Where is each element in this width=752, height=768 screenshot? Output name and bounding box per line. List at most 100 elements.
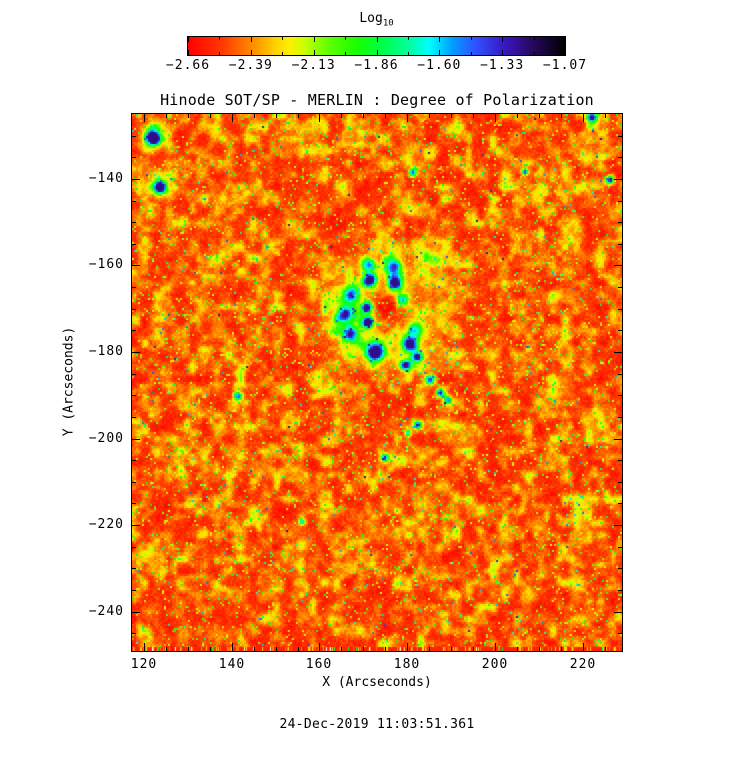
x-tick-label: 160 — [305, 657, 333, 672]
colorbar-tick — [377, 50, 378, 55]
colorbar-tick — [314, 50, 315, 55]
x-major-tick — [583, 643, 584, 651]
y-minor-tick — [618, 503, 622, 504]
x-minor-tick — [341, 647, 342, 651]
colorbar-gradient — [188, 37, 565, 55]
y-major-tick — [132, 612, 140, 613]
y-major-tick — [132, 525, 140, 526]
y-major-tick — [614, 612, 622, 613]
x-minor-tick — [539, 647, 540, 651]
colorbar-tick — [251, 50, 252, 55]
y-major-tick — [614, 439, 622, 440]
y-minor-tick — [618, 222, 622, 223]
colorbar-tick — [502, 37, 503, 42]
colorbar-title: Log10 — [188, 11, 565, 29]
timestamp: 24-Dec-2019 11:03:51.361 — [279, 717, 475, 732]
x-minor-tick — [473, 114, 474, 118]
x-minor-tick — [429, 647, 430, 651]
colorbar-tick — [188, 50, 189, 55]
y-major-tick — [614, 352, 622, 353]
y-minor-tick — [132, 633, 136, 634]
x-major-tick — [495, 114, 496, 122]
x-minor-tick — [605, 647, 606, 651]
y-minor-tick — [618, 460, 622, 461]
x-minor-tick — [254, 114, 255, 118]
x-minor-tick — [298, 114, 299, 118]
y-minor-tick — [132, 547, 136, 548]
x-major-tick — [495, 643, 496, 651]
colorbar-tick — [282, 52, 283, 55]
x-minor-tick — [451, 114, 452, 118]
x-major-tick — [144, 114, 145, 122]
colorbar-tick — [534, 37, 535, 40]
colorbar-tick-label: −1.86 — [354, 58, 399, 73]
x-major-tick — [144, 643, 145, 651]
x-minor-tick — [429, 114, 430, 118]
colorbar-tick — [471, 52, 472, 55]
x-minor-tick — [341, 114, 342, 118]
colorbar-tick — [345, 52, 346, 55]
y-tick-label: −160 — [88, 257, 124, 272]
y-minor-tick — [618, 244, 622, 245]
y-tick-label: −220 — [88, 517, 124, 532]
y-minor-tick — [132, 503, 136, 504]
y-minor-tick — [618, 590, 622, 591]
x-minor-tick — [363, 114, 364, 118]
x-minor-tick — [451, 647, 452, 651]
colorbar-tick — [219, 37, 220, 40]
colorbar-tick — [345, 37, 346, 40]
y-axis-label: Y (Arcseconds) — [61, 326, 77, 437]
y-minor-tick — [618, 309, 622, 310]
colorbar-tick-label: −1.33 — [480, 58, 525, 73]
colorbar-tick — [439, 37, 440, 42]
x-minor-tick — [210, 647, 211, 651]
colorbar-title-subscript: 10 — [382, 18, 394, 29]
x-major-tick — [232, 643, 233, 651]
x-minor-tick — [276, 114, 277, 118]
colorbar-tick — [314, 37, 315, 42]
y-minor-tick — [132, 374, 136, 375]
y-major-tick — [132, 439, 140, 440]
y-major-tick — [132, 179, 140, 180]
colorbar-tick — [377, 37, 378, 42]
colorbar-tick — [219, 52, 220, 55]
colorbar-tick — [251, 37, 252, 42]
y-minor-tick — [618, 417, 622, 418]
y-minor-tick — [618, 330, 622, 331]
x-tick-label: 220 — [569, 657, 597, 672]
y-minor-tick — [132, 482, 136, 483]
colorbar-tick — [439, 50, 440, 55]
y-minor-tick — [132, 309, 136, 310]
y-minor-tick — [132, 568, 136, 569]
y-minor-tick — [618, 547, 622, 548]
x-tick-label: 200 — [481, 657, 509, 672]
x-minor-tick — [298, 647, 299, 651]
colorbar-tick — [188, 37, 189, 42]
x-axis-label: X (Arcseconds) — [322, 675, 432, 690]
x-minor-tick — [605, 114, 606, 118]
x-minor-tick — [385, 114, 386, 118]
heatmap-canvas — [132, 114, 622, 651]
y-minor-tick — [132, 287, 136, 288]
y-minor-tick — [132, 395, 136, 396]
x-minor-tick — [517, 114, 518, 118]
y-tick-label: −200 — [88, 431, 124, 446]
y-minor-tick — [132, 201, 136, 202]
y-minor-tick — [618, 395, 622, 396]
x-minor-tick — [166, 114, 167, 118]
colorbar-tick-label: −1.60 — [417, 58, 462, 73]
x-major-tick — [319, 643, 320, 651]
y-major-tick — [132, 265, 140, 266]
x-minor-tick — [166, 647, 167, 651]
y-minor-tick — [618, 374, 622, 375]
x-minor-tick — [517, 647, 518, 651]
y-minor-tick — [618, 136, 622, 137]
colorbar-tick — [502, 50, 503, 55]
colorbar-tick — [471, 37, 472, 40]
x-minor-tick — [276, 647, 277, 651]
y-tick-label: −240 — [88, 604, 124, 619]
colorbar-tick-label: −1.07 — [542, 58, 588, 73]
y-minor-tick — [132, 460, 136, 461]
colorbar — [187, 36, 566, 56]
